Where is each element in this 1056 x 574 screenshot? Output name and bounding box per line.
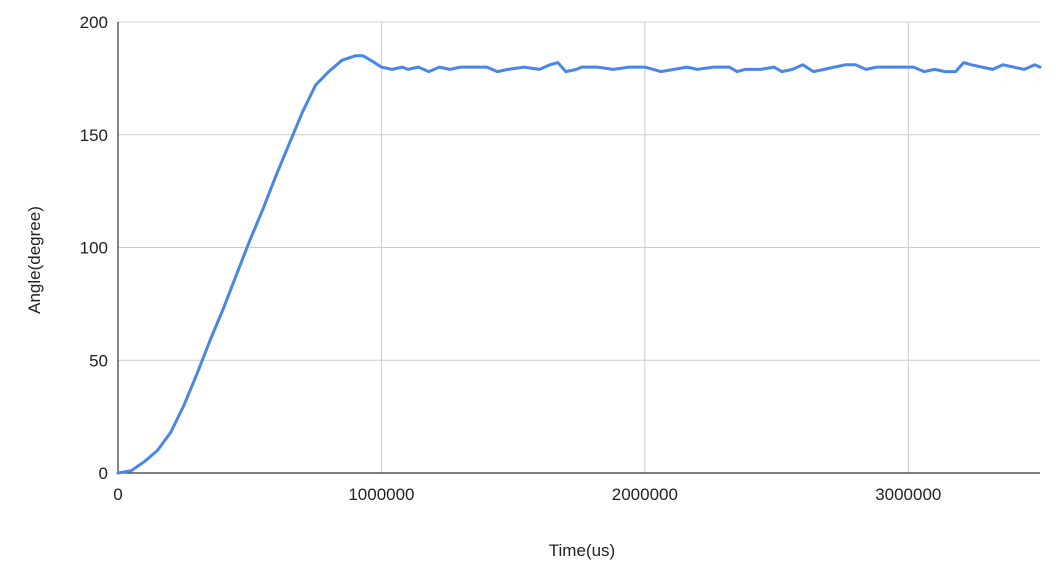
series-line <box>116 54 1042 475</box>
y-axis-ticks: 0 50 100 150 200 <box>80 13 108 483</box>
x-axis-ticks: 0 1000000 2000000 3000000 <box>113 485 941 504</box>
y-tick-label: 150 <box>80 126 108 145</box>
y-tick-label: 0 <box>99 464 108 483</box>
x-tick-label: 0 <box>113 485 122 504</box>
grid-lines <box>118 21 1040 473</box>
series-group <box>116 54 1042 475</box>
x-tick-label: 2000000 <box>612 485 678 504</box>
y-tick-label: 50 <box>89 351 108 370</box>
axes <box>117 22 1040 474</box>
y-tick-label: 200 <box>80 13 108 32</box>
x-tick-label: 3000000 <box>875 485 941 504</box>
y-tick-label: 100 <box>80 239 108 258</box>
x-axis-title: Time(us) <box>549 541 615 560</box>
y-axis-title: Angle(degree) <box>25 206 44 314</box>
x-tick-label: 1000000 <box>348 485 414 504</box>
